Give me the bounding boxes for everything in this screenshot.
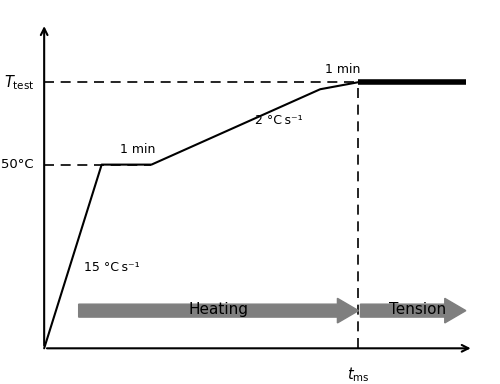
Text: $t_\mathrm{ms}$: $t_\mathrm{ms}$ (347, 365, 370, 384)
Text: Heating: Heating (188, 302, 248, 317)
FancyArrow shape (78, 298, 358, 323)
Text: 2 °C s⁻¹: 2 °C s⁻¹ (255, 114, 302, 127)
Text: 15 °C s⁻¹: 15 °C s⁻¹ (84, 261, 140, 274)
Text: $T_\mathrm{test}$: $T_\mathrm{test}$ (4, 73, 34, 91)
Text: Tension: Tension (390, 302, 446, 317)
Text: 1050°C: 1050°C (0, 158, 34, 171)
Text: 1 min: 1 min (326, 63, 361, 76)
FancyArrow shape (360, 298, 466, 323)
Text: 1 min: 1 min (120, 143, 156, 156)
